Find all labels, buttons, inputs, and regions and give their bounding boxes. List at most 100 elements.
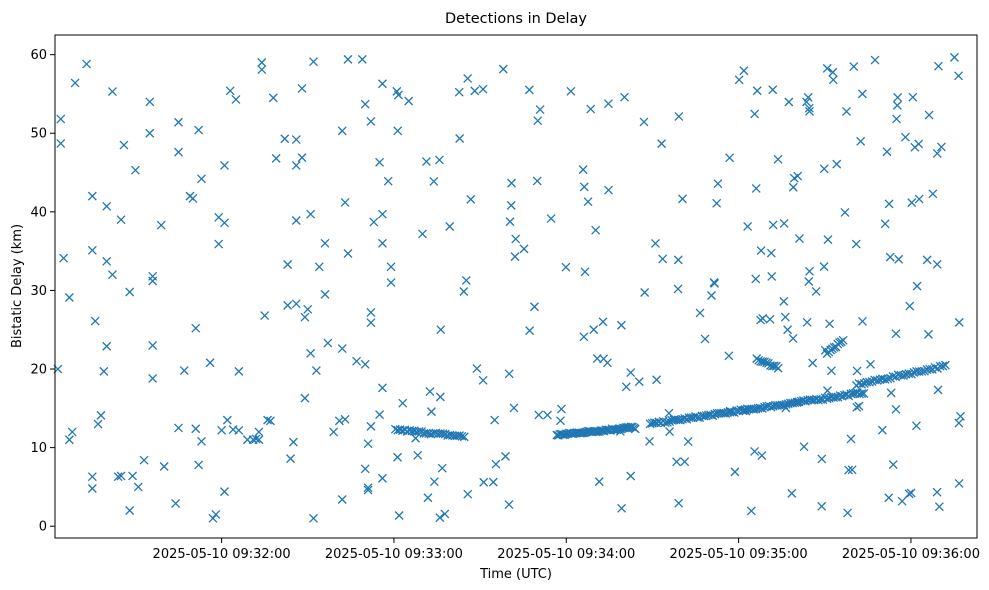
data-point bbox=[323, 338, 333, 348]
data-point bbox=[291, 299, 301, 309]
data-point bbox=[300, 393, 310, 403]
y-tick-label: 10 bbox=[30, 441, 47, 456]
data-point bbox=[366, 318, 376, 328]
data-point bbox=[191, 424, 201, 434]
data-point bbox=[67, 427, 77, 437]
data-point bbox=[265, 416, 275, 426]
data-point bbox=[56, 138, 66, 148]
y-axis-label: Bistatic Delay (km) bbox=[10, 224, 25, 348]
data-point bbox=[174, 147, 183, 157]
data-point bbox=[64, 435, 74, 445]
data-point bbox=[208, 513, 218, 523]
data-point bbox=[787, 488, 797, 498]
data-point bbox=[435, 392, 445, 402]
data-point bbox=[739, 66, 749, 76]
data-point bbox=[231, 94, 241, 104]
data-point bbox=[429, 477, 439, 487]
data-point bbox=[440, 509, 450, 519]
data-point bbox=[426, 407, 436, 417]
data-point bbox=[459, 287, 469, 296]
data-point bbox=[932, 259, 942, 269]
data-point bbox=[750, 109, 760, 119]
data-point bbox=[222, 415, 232, 425]
data-point bbox=[713, 179, 723, 189]
data-point bbox=[478, 84, 488, 94]
x-axis-label: Time (UTC) bbox=[479, 567, 552, 582]
track-point bbox=[662, 417, 672, 427]
data-point bbox=[746, 506, 756, 516]
data-point bbox=[924, 110, 934, 120]
data-point bbox=[472, 364, 482, 373]
data-point bbox=[225, 86, 235, 96]
data-point bbox=[398, 398, 408, 408]
data-point bbox=[954, 71, 963, 81]
data-point bbox=[799, 442, 809, 452]
data-point bbox=[905, 301, 915, 311]
data-point bbox=[891, 329, 901, 339]
data-point bbox=[788, 333, 798, 343]
data-point bbox=[145, 97, 155, 107]
track-point bbox=[899, 371, 908, 380]
data-point bbox=[877, 425, 887, 435]
data-point bbox=[509, 403, 519, 413]
track-point bbox=[857, 379, 867, 389]
data-point bbox=[934, 502, 944, 512]
data-point bbox=[375, 157, 385, 167]
data-point bbox=[156, 220, 166, 230]
data-point bbox=[357, 54, 367, 64]
data-point bbox=[478, 375, 488, 385]
data-point bbox=[892, 100, 902, 110]
data-point bbox=[171, 498, 181, 508]
data-point bbox=[894, 254, 904, 264]
data-point bbox=[113, 472, 123, 482]
data-point bbox=[882, 147, 892, 157]
data-point bbox=[524, 85, 534, 95]
data-point bbox=[197, 436, 206, 446]
data-point bbox=[188, 194, 198, 203]
data-point bbox=[566, 86, 576, 96]
track-point bbox=[626, 422, 636, 432]
track-point bbox=[906, 369, 916, 379]
data-point bbox=[556, 416, 565, 426]
data-point bbox=[743, 221, 753, 231]
data-point bbox=[852, 366, 862, 376]
data-point bbox=[591, 225, 601, 235]
data-point bbox=[949, 52, 959, 62]
data-point bbox=[404, 96, 414, 106]
track-point bbox=[773, 363, 783, 373]
track-point bbox=[938, 361, 948, 371]
data-point bbox=[437, 463, 447, 473]
data-point bbox=[205, 358, 215, 368]
data-point bbox=[297, 83, 307, 93]
data-point bbox=[455, 134, 465, 143]
data-point bbox=[436, 325, 446, 335]
data-point bbox=[621, 382, 631, 392]
data-point bbox=[634, 377, 644, 387]
data-point bbox=[70, 78, 80, 88]
data-point bbox=[425, 387, 435, 396]
data-point bbox=[423, 493, 433, 503]
y-tick-label: 20 bbox=[30, 363, 47, 378]
data-point bbox=[59, 253, 69, 263]
data-point bbox=[510, 252, 520, 262]
data-point bbox=[291, 135, 301, 144]
data-point bbox=[556, 404, 566, 414]
data-point bbox=[466, 194, 476, 204]
data-point bbox=[752, 86, 762, 96]
y-tick-label: 60 bbox=[30, 48, 47, 63]
data-point bbox=[846, 434, 856, 444]
track-point bbox=[712, 408, 722, 418]
track-point bbox=[838, 335, 848, 345]
data-point bbox=[823, 235, 833, 245]
data-point bbox=[808, 358, 818, 368]
data-point bbox=[461, 275, 471, 285]
data-point bbox=[377, 209, 387, 219]
data-point bbox=[579, 332, 589, 342]
data-point bbox=[490, 415, 500, 425]
data-point bbox=[907, 198, 917, 208]
data-point bbox=[626, 368, 636, 377]
data-point bbox=[251, 434, 261, 444]
track-point bbox=[867, 377, 877, 386]
data-point bbox=[817, 454, 827, 464]
